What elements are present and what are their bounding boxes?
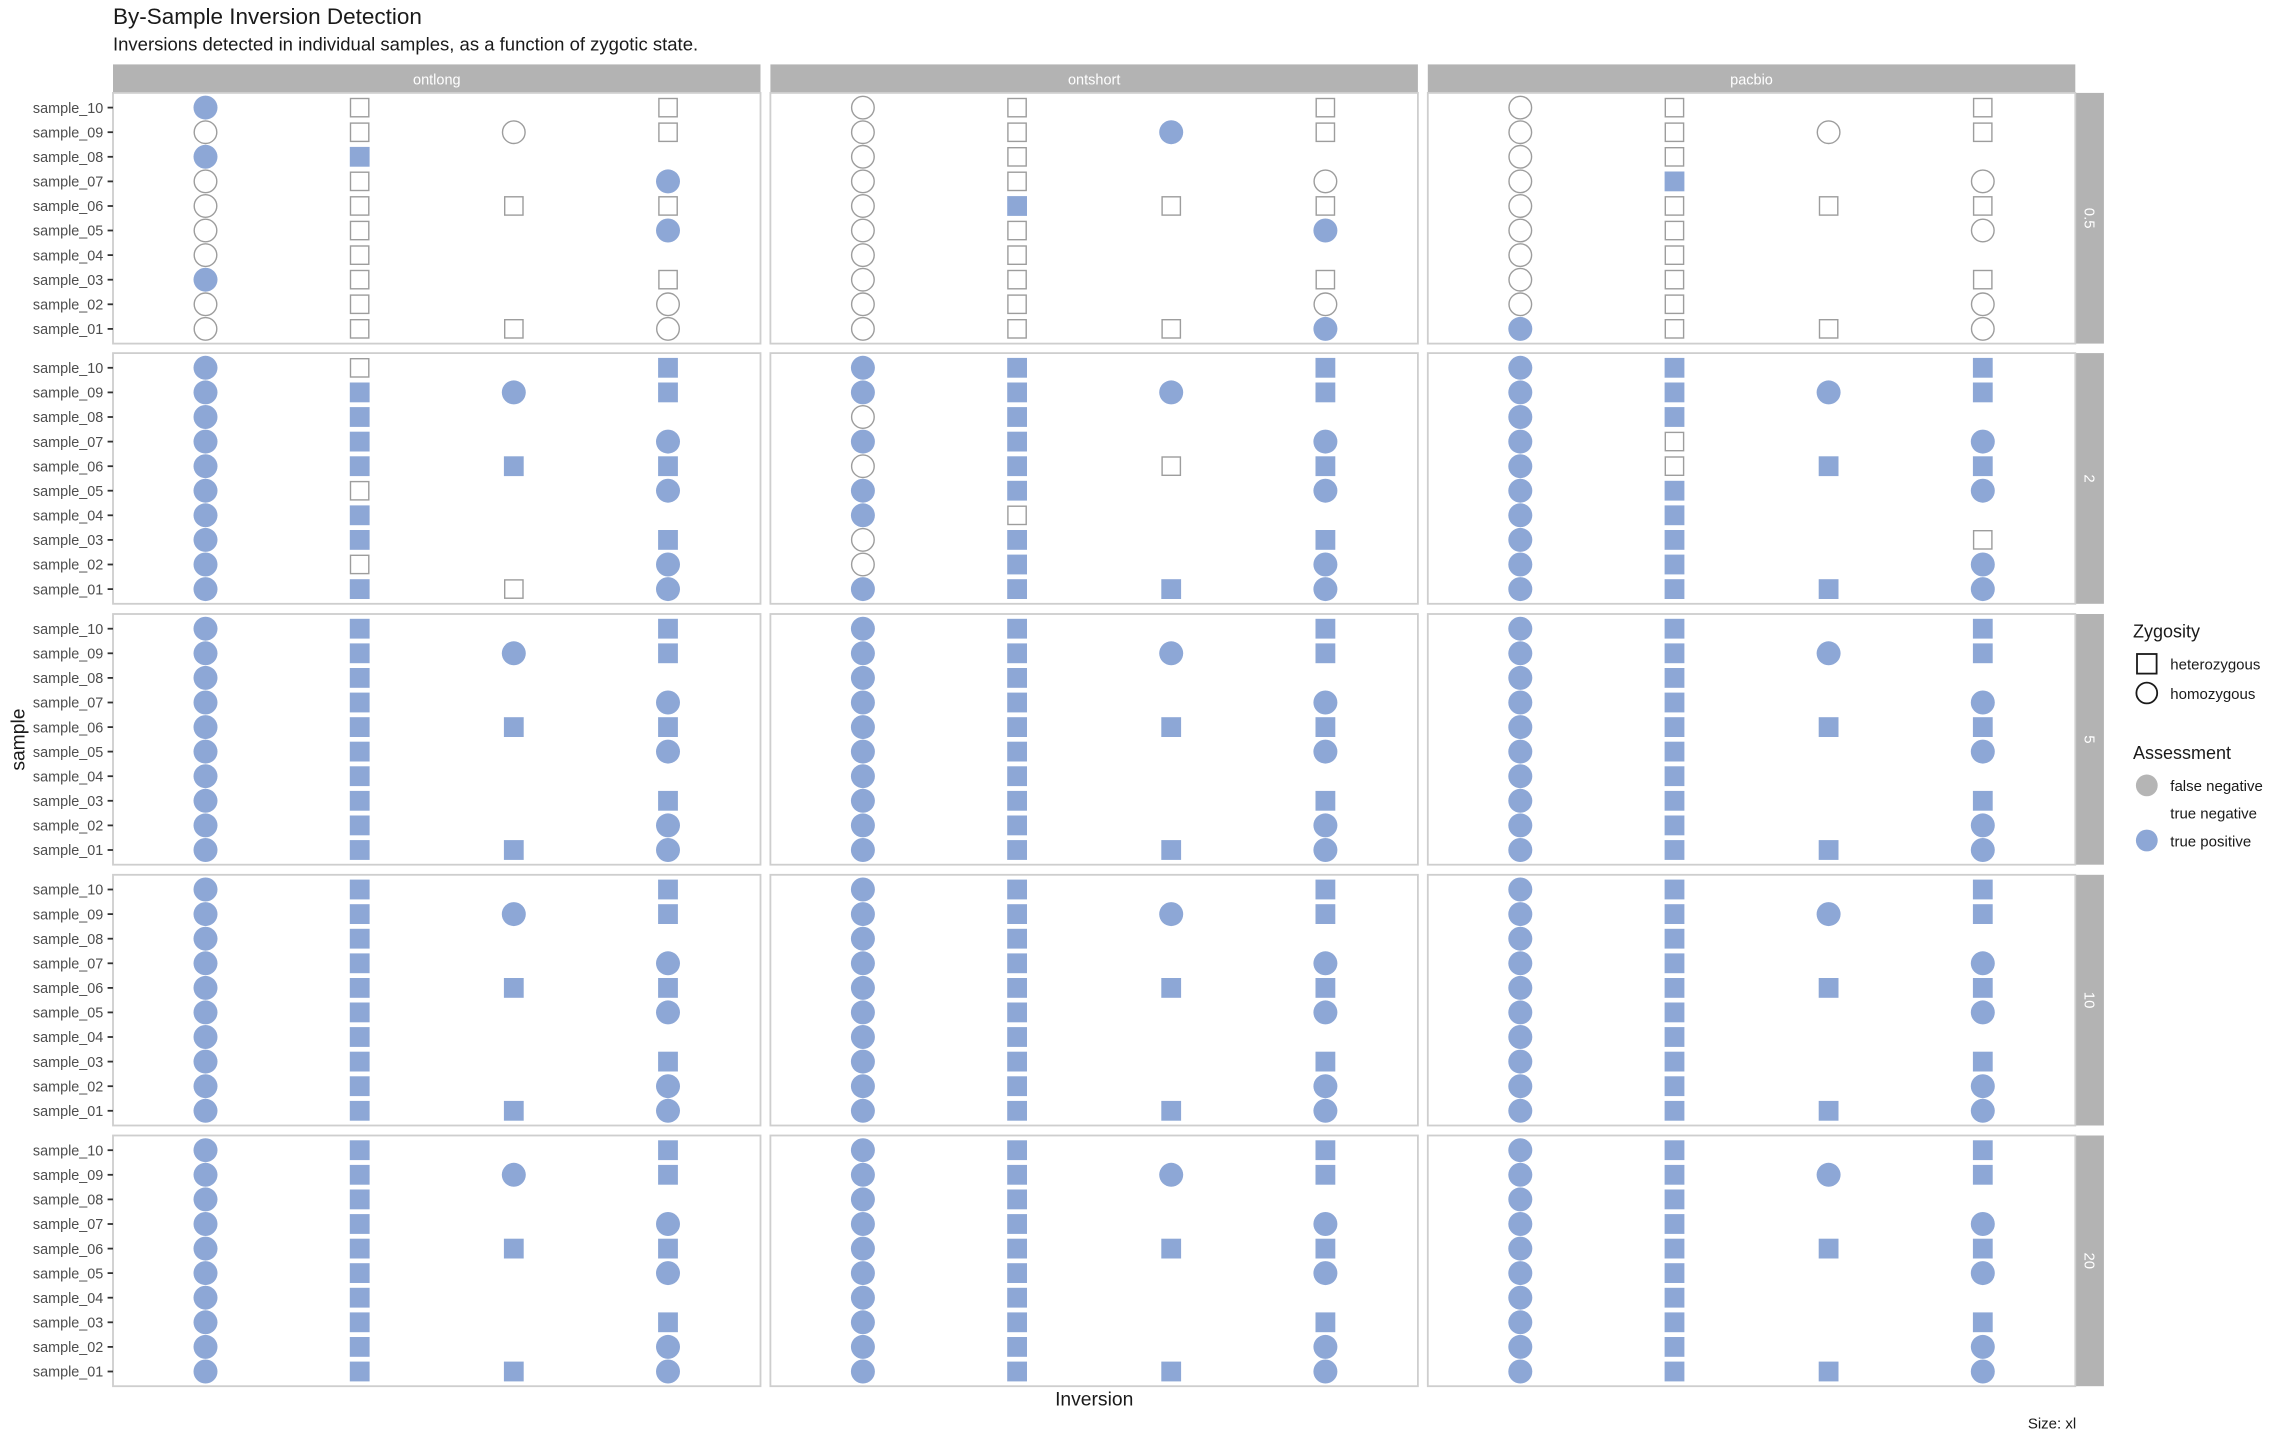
svg-text:sample_01: sample_01: [33, 322, 103, 338]
svg-text:ontshort: ontshort: [1068, 73, 1120, 89]
svg-text:sample_09: sample_09: [33, 386, 103, 402]
svg-text:Size: xl: Size: xl: [2028, 1415, 2076, 1432]
svg-text:sample_06: sample_06: [33, 199, 103, 215]
svg-text:false negative: false negative: [2170, 778, 2263, 795]
svg-text:Inversions detected in individ: Inversions detected in individual sample…: [113, 33, 698, 54]
svg-text:sample_07: sample_07: [33, 696, 103, 712]
svg-text:sample_06: sample_06: [33, 720, 103, 736]
svg-text:0.5: 0.5: [2081, 208, 2098, 229]
svg-text:Assessment: Assessment: [2133, 743, 2231, 763]
svg-text:sample_05: sample_05: [33, 1266, 103, 1282]
svg-text:sample_02: sample_02: [33, 558, 103, 574]
svg-text:sample_04: sample_04: [33, 248, 103, 264]
svg-text:sample_08: sample_08: [33, 671, 103, 687]
svg-text:10: 10: [2081, 992, 2098, 1009]
svg-text:Inversion: Inversion: [1055, 1390, 1133, 1411]
svg-text:sample_07: sample_07: [33, 957, 103, 973]
svg-text:20: 20: [2081, 1252, 2098, 1269]
svg-text:sample_02: sample_02: [33, 1079, 103, 1095]
svg-text:true positive: true positive: [2170, 833, 2251, 850]
svg-text:sample_08: sample_08: [33, 150, 103, 166]
svg-text:sample_04: sample_04: [33, 509, 103, 525]
svg-text:2: 2: [2081, 474, 2098, 482]
svg-text:sample_10: sample_10: [33, 1143, 103, 1159]
svg-text:sample_05: sample_05: [33, 484, 103, 500]
svg-text:sample_09: sample_09: [33, 1168, 103, 1184]
svg-text:sample_01: sample_01: [33, 1104, 103, 1120]
svg-text:sample_03: sample_03: [33, 794, 103, 810]
svg-text:sample_02: sample_02: [33, 298, 103, 314]
svg-text:sample_10: sample_10: [33, 361, 103, 377]
svg-text:Zygosity: Zygosity: [2133, 621, 2200, 641]
svg-text:sample_04: sample_04: [33, 1291, 103, 1307]
svg-text:sample_03: sample_03: [33, 1316, 103, 1332]
svg-text:true negative: true negative: [2170, 806, 2257, 823]
svg-text:sample_09: sample_09: [33, 125, 103, 141]
svg-text:sample_05: sample_05: [33, 745, 103, 761]
svg-text:sample_08: sample_08: [33, 410, 103, 426]
svg-text:sample_01: sample_01: [33, 843, 103, 859]
svg-text:sample_06: sample_06: [33, 981, 103, 997]
svg-text:sample_01: sample_01: [33, 1365, 103, 1381]
svg-text:sample_04: sample_04: [33, 1030, 103, 1046]
svg-text:sample_07: sample_07: [33, 435, 103, 451]
svg-text:sample_10: sample_10: [33, 101, 103, 117]
svg-text:sample_05: sample_05: [33, 224, 103, 240]
svg-text:sample_03: sample_03: [33, 1055, 103, 1071]
svg-text:sample_02: sample_02: [33, 1340, 103, 1356]
svg-text:sample_06: sample_06: [33, 1242, 103, 1258]
svg-text:sample_06: sample_06: [33, 459, 103, 475]
svg-text:sample_10: sample_10: [33, 883, 103, 899]
svg-text:pacbio: pacbio: [1730, 73, 1773, 89]
svg-text:sample_04: sample_04: [33, 769, 103, 785]
svg-text:sample_03: sample_03: [33, 533, 103, 549]
svg-text:sample_02: sample_02: [33, 819, 103, 835]
svg-text:sample_01: sample_01: [33, 582, 103, 598]
svg-text:5: 5: [2081, 735, 2098, 743]
svg-text:sample: sample: [9, 709, 30, 771]
svg-text:sample_05: sample_05: [33, 1006, 103, 1022]
svg-text:sample_09: sample_09: [33, 907, 103, 923]
svg-text:heterozygous: heterozygous: [2170, 657, 2260, 674]
svg-text:ontlong: ontlong: [413, 73, 461, 89]
svg-text:sample_08: sample_08: [33, 1193, 103, 1209]
svg-text:sample_10: sample_10: [33, 622, 103, 638]
svg-text:sample_07: sample_07: [33, 175, 103, 191]
svg-text:homozygous: homozygous: [2170, 686, 2255, 703]
svg-text:sample_09: sample_09: [33, 647, 103, 663]
svg-text:By-Sample Inversion Detection: By-Sample Inversion Detection: [113, 4, 422, 29]
svg-text:sample_03: sample_03: [33, 273, 103, 289]
svg-text:sample_07: sample_07: [33, 1217, 103, 1233]
svg-text:sample_08: sample_08: [33, 932, 103, 948]
